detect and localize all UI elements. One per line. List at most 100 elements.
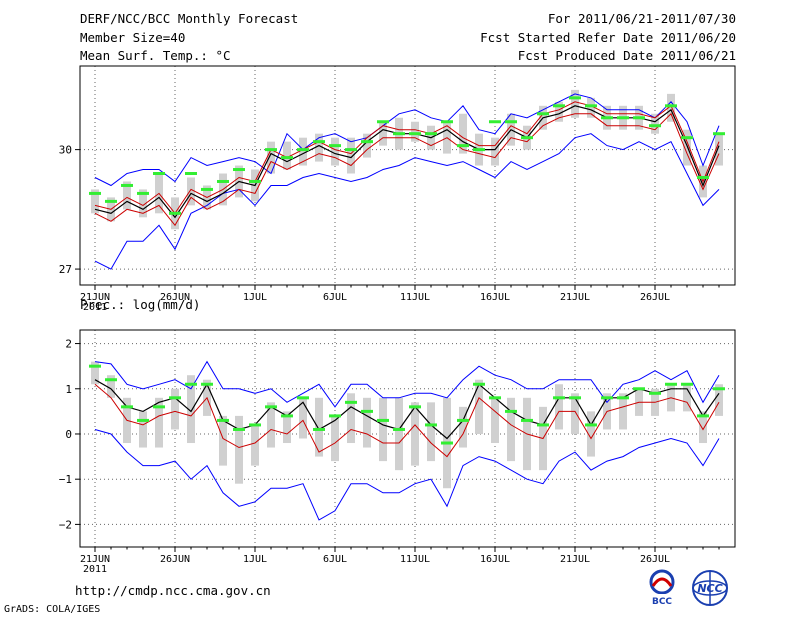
temp-box bbox=[123, 181, 131, 210]
prec-box bbox=[587, 411, 595, 457]
prec-xtick-label: 11JUL bbox=[400, 554, 430, 565]
temp-box bbox=[187, 177, 195, 206]
prec-xtick-label: 21JUN bbox=[80, 554, 110, 565]
temp-box bbox=[491, 137, 499, 166]
temp-box bbox=[667, 93, 675, 122]
prec-ytick-label: 0 bbox=[65, 428, 72, 441]
temp-box bbox=[91, 189, 99, 214]
temp-year-label: 2011 bbox=[83, 302, 107, 313]
prec-box bbox=[459, 406, 467, 448]
temp-box bbox=[283, 141, 291, 170]
prec-box bbox=[363, 397, 371, 448]
temp-ytick-label: 30 bbox=[59, 144, 72, 157]
prec-ytick-label: −1 bbox=[59, 473, 72, 486]
prec-xtick-label: 1JUL bbox=[243, 554, 267, 565]
temp-series-lower bbox=[94, 133, 720, 270]
bcc-logo-text: BCC bbox=[652, 597, 672, 607]
temp-series-red_lower bbox=[94, 112, 720, 227]
grads-credit: GrADS: COLA/IGES bbox=[4, 604, 101, 615]
prec-box bbox=[315, 397, 323, 457]
prec-box bbox=[491, 397, 499, 444]
temp-xtick-label: 16JUL bbox=[480, 292, 510, 303]
prec-xtick-label: 6JUL bbox=[323, 554, 347, 565]
temp-ytick-label: 27 bbox=[59, 263, 72, 276]
temp-box bbox=[347, 137, 355, 174]
prec-box bbox=[155, 397, 163, 448]
temp-xtick-label: 11JUL bbox=[400, 292, 430, 303]
temp-box bbox=[299, 137, 307, 166]
prec-box bbox=[411, 402, 419, 466]
prec-ytick-label: 2 bbox=[65, 338, 72, 351]
temp-box bbox=[139, 189, 147, 218]
temp-box bbox=[555, 101, 563, 122]
temp-box bbox=[715, 133, 723, 166]
prec-box bbox=[379, 397, 387, 462]
prec-xtick-label: 16JUL bbox=[480, 554, 510, 565]
temp-box bbox=[571, 89, 579, 118]
prec-box bbox=[267, 402, 275, 448]
produced-date: Fcst Produced Date 2011/06/21 bbox=[517, 48, 736, 63]
ncc-logo-text: NCC bbox=[697, 582, 722, 595]
temp-box bbox=[651, 113, 659, 134]
refer-date: Fcst Started Refer Date 2011/06/20 bbox=[480, 30, 736, 45]
prec-box bbox=[299, 397, 307, 439]
temp-box bbox=[331, 137, 339, 166]
temp-box bbox=[587, 97, 595, 118]
prec-ytick-label: 1 bbox=[65, 383, 72, 396]
prec-box bbox=[395, 397, 403, 471]
prec-box bbox=[107, 375, 115, 398]
prec-series-mean bbox=[94, 379, 720, 440]
temp-box bbox=[683, 129, 691, 166]
temp-xtick-label: 21JUL bbox=[560, 292, 590, 303]
temp-xtick-label: 1JUL bbox=[243, 292, 267, 303]
prec-box bbox=[171, 388, 179, 430]
prec-frame bbox=[79, 329, 736, 548]
prec-series-red_lower bbox=[94, 383, 720, 458]
prec-box bbox=[555, 384, 563, 430]
prec-year-label: 2011 bbox=[83, 564, 107, 575]
source-url[interactable]: http://cmdp.ncc.cma.gov.cn bbox=[75, 583, 271, 598]
prec-xtick-label: 21JUL bbox=[560, 554, 590, 565]
bcc-logo-icon: BCC bbox=[646, 569, 678, 607]
temp-series-red_upper bbox=[94, 101, 720, 215]
prec-box bbox=[235, 415, 243, 484]
prec-xtick-label: 26JUL bbox=[640, 554, 670, 565]
prec-box bbox=[347, 393, 355, 444]
prec-box bbox=[187, 375, 195, 444]
prec-box bbox=[251, 424, 259, 466]
temp-box bbox=[363, 133, 371, 158]
temp-box bbox=[315, 133, 323, 162]
prec-box bbox=[619, 393, 627, 430]
prec-box bbox=[699, 411, 707, 444]
precip-title: Prec.: log(mm/d) bbox=[80, 297, 201, 312]
prec-box bbox=[283, 411, 291, 444]
prec-ytick-label: −2 bbox=[59, 518, 72, 531]
prec-box bbox=[139, 411, 147, 448]
temp-box bbox=[379, 121, 387, 146]
forecast-period: For 2011/06/21-2011/07/30 bbox=[547, 11, 736, 26]
prec-box bbox=[427, 402, 435, 462]
prec-xtick-label: 26JUN bbox=[160, 554, 190, 565]
ncc-logo-icon: NCC bbox=[692, 570, 728, 606]
variable-label: Mean Surf. Temp.: °C bbox=[80, 48, 231, 63]
temp-xtick-label: 26JUN bbox=[160, 292, 190, 303]
prec-box bbox=[91, 361, 99, 385]
temp-series-upper bbox=[94, 93, 720, 187]
temp-xtick-label: 6JUL bbox=[323, 292, 347, 303]
prec-series-lower bbox=[94, 429, 720, 521]
temp-xtick-label: 26JUL bbox=[640, 292, 670, 303]
prec-box bbox=[331, 415, 339, 462]
prec-series-upper bbox=[94, 360, 720, 408]
ncc-logo: NCC bbox=[688, 568, 732, 608]
temp-frame bbox=[79, 65, 736, 286]
prec-box bbox=[219, 415, 227, 466]
temp-box bbox=[459, 113, 467, 154]
prec-box bbox=[475, 379, 483, 434]
temp-box bbox=[267, 141, 275, 174]
prec-box bbox=[571, 393, 579, 434]
temp-xtick-label: 21JUN bbox=[80, 292, 110, 303]
temp-box bbox=[411, 121, 419, 142]
bcc-logo: BCC bbox=[640, 568, 684, 608]
prec-box bbox=[507, 397, 515, 462]
